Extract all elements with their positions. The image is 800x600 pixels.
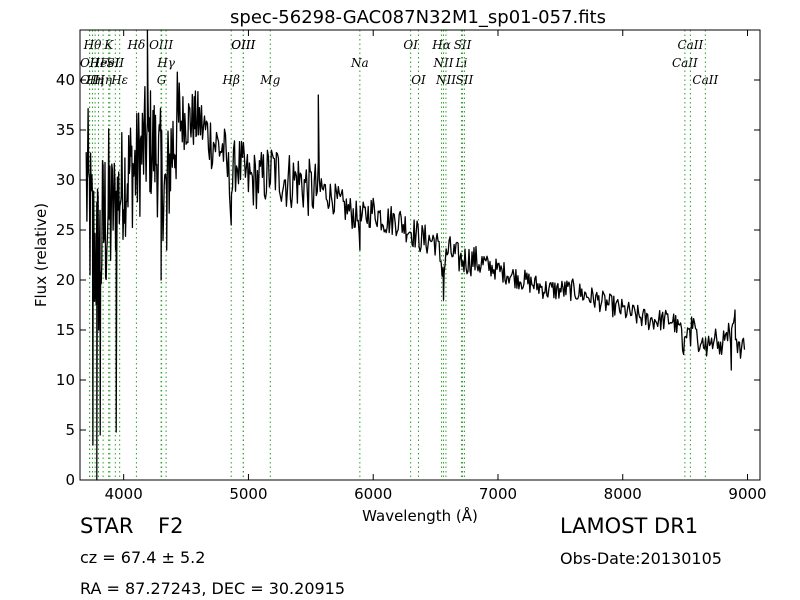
- emission-line-label: Hβ: [222, 73, 240, 87]
- emission-line-label: CaII: [677, 38, 703, 52]
- emission-line-label: NII: [435, 73, 456, 87]
- emission-line-label: Hα: [431, 38, 451, 52]
- emission-line-label: Hδ: [127, 38, 146, 52]
- emission-line-label: Hθ: [83, 38, 102, 52]
- emission-line-label: Hγ: [156, 56, 175, 70]
- y-tick-label: 5: [65, 421, 75, 439]
- x-tick-label: 9000: [728, 485, 766, 503]
- x-tick-label: 5000: [229, 485, 267, 503]
- y-tick-label: 10: [56, 371, 75, 389]
- x-tick-label: 7000: [479, 485, 517, 503]
- x-tick-label: 6000: [354, 485, 392, 503]
- axis-tick-layer: 4000 5000 6000 7000 8000 9000 0 5 10 15 20 25 30 35 40: [56, 30, 767, 503]
- y-tick-label: 35: [56, 121, 75, 139]
- spectrum-series-line: [85, 29, 746, 481]
- emission-line-label: Mg: [259, 73, 280, 87]
- emission-line-label: OI: [411, 73, 426, 87]
- observation-date: Obs-Date:20130105: [560, 549, 722, 568]
- object-class: STAR: [80, 514, 134, 538]
- x-tick-label: 8000: [604, 485, 642, 503]
- y-tick-label: 25: [56, 221, 75, 239]
- emission-line-label: Hη: [85, 73, 104, 87]
- y-tick-label: 30: [56, 171, 75, 189]
- survey-name: LAMOST DR1: [560, 514, 699, 538]
- plot-frame: [79, 29, 761, 481]
- emission-line-label: G: [157, 73, 167, 87]
- emission-line-label: CaII: [692, 73, 718, 87]
- y-tick-label: 15: [56, 321, 75, 339]
- emission-line-label: K: [103, 38, 114, 52]
- emission-line-label: FeI: [99, 56, 120, 70]
- y-tick-label: 20: [56, 271, 75, 289]
- redshift-value: cz = 67.4 ± 5.2: [80, 548, 206, 567]
- emission-line-label: SII: [106, 56, 124, 70]
- y-tick-label: 0: [65, 471, 75, 489]
- emission-line-label: SII: [454, 38, 472, 52]
- emission-line-label: Li: [455, 56, 468, 70]
- y-tick-label: 40: [56, 71, 75, 89]
- emission-line-label: Na: [350, 56, 369, 70]
- spectrum-line-layer: [85, 29, 746, 481]
- emission-line-label: SII: [456, 73, 474, 87]
- emission-line-label: OI: [403, 38, 418, 52]
- emission-line-label: OIII: [231, 38, 255, 52]
- y-axis-label: Flux (relative): [32, 203, 50, 307]
- chart-title: spec-56298-GAC087N32M1_sp01-057.fits: [230, 7, 606, 28]
- line-marker-layer: OIIOIIHθHηHeHηKFeIHεSIIHδOIIIHγGHβOIIIOI…: [80, 30, 719, 480]
- emission-line-label: Hη: [93, 73, 112, 87]
- spectral-subclass: F2: [158, 514, 184, 538]
- emission-line-label: Hε: [110, 73, 128, 87]
- coordinates: RA = 87.27243, DEC = 30.20915: [80, 579, 346, 598]
- emission-line-label: NII: [432, 56, 453, 70]
- x-tick-label: 4000: [105, 485, 143, 503]
- emission-line-label: CaII: [672, 56, 698, 70]
- x-axis-label: Wavelength (Å): [362, 506, 478, 525]
